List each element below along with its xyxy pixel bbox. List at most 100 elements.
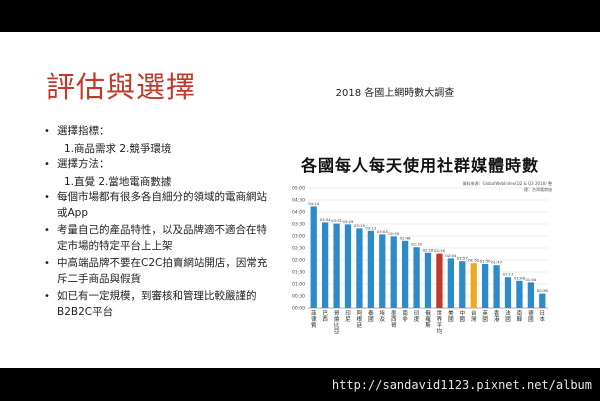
y-tick-label: 01:00 [292,282,305,288]
bullet-subitem: 1.商品需求 2.競爭環境 [64,142,172,155]
category-label-char: 律 [311,315,317,323]
bar [516,280,523,308]
data-label: 03:13 [365,225,377,230]
data-label: 02:04 [445,253,457,258]
bar [504,277,512,308]
category-label-char: 法 [505,309,511,317]
bullet-item: • 如已有一定規模，到審核和管理比較嚴謹的B2B2C平台 [44,289,276,320]
bar [367,230,374,308]
data-label: 02:32 [411,242,423,247]
category-label-char: 中 [460,309,466,317]
data-label: 03:34 [320,217,332,222]
category-label-char: 均 [437,327,443,335]
y-tick-label: 03:00 [292,234,305,240]
bullet-text: 選擇指標： [57,125,110,137]
data-label: 01:50 [480,259,492,264]
bullet-subitem: 1.直覺 2.當地電商數據 [64,175,172,188]
data-label: 01:17 [503,272,515,277]
bar [322,222,329,308]
category-label-char: 根 [357,315,363,323]
category-label-char: 泰 [368,309,374,317]
data-label: 01:47 [491,260,503,265]
category-label-char: 國 [482,316,488,323]
bullet-item: • 中高端品牌不要在C2C拍賣網站開店，因常充斥二手商品與假貨 [44,256,276,287]
category-label-char: 國 [368,316,374,323]
category-label-char: 灣 [471,315,477,323]
bullet-marker: • [44,192,50,203]
bullet-text: 選擇方法： [57,158,110,170]
data-label: 02:16 [434,248,446,253]
bullet-marker: • [44,159,50,170]
y-tick-label: 00:00 [292,306,305,312]
data-label: 01:04 [525,277,537,282]
chart-title: 各國每人每天使用社群媒體時數 [300,156,539,175]
bar [390,236,397,308]
bullet-item: • 每個市場都有很多各自細分的領域的電商網站或App [44,190,276,221]
data-label: 04:14 [308,201,320,206]
bar [310,206,317,308]
bar [356,228,363,308]
category-label-char: 廷 [357,321,363,329]
category-label-char: 台 [471,309,477,317]
category-label-char: 亞 [334,328,340,335]
slide-title: 評估與選擇 [46,70,197,104]
data-label: 00:36 [537,288,549,293]
y-tick-label: 04:30 [292,198,305,204]
bar [493,265,500,308]
category-label-char: 斯 [425,321,431,329]
data-label: 03:04 [377,229,389,234]
category-label-char: 平 [437,322,443,329]
bar [402,240,409,308]
bullet-item: • 選擇方法： [44,157,276,173]
category-label-char: 美 [448,309,454,317]
data-label: 01:57 [457,256,469,261]
bar [436,253,443,308]
category-label-char: 國 [505,316,511,323]
data-label: 01:08 [514,275,526,280]
category-label-char: 哥 [391,322,397,329]
category-label-char: 印 [414,310,420,317]
category-label-char: 印 [345,310,351,317]
data-label: 03:19 [354,223,366,228]
bullet-text: 每個市場都有很多各自細分的領域的電商網站或App [57,191,267,219]
category-label-char: 本 [540,315,546,323]
bar [447,258,454,308]
bar [344,224,352,308]
bullet-marker: • [44,291,50,302]
category-label-char: 港 [494,315,500,323]
category-label-char: 墨 [391,310,397,317]
category-label-char: 阿 [357,309,363,317]
category-label-char: 國 [460,316,466,323]
category-label-char: 國 [528,316,534,323]
category-label-char: 非 [402,315,408,323]
y-tick-label: 02:00 [292,258,305,264]
category-label-char: 巴 [322,310,328,317]
data-label: 02:59 [388,231,400,236]
bullet-list: • 選擇指標： 1.商品需求 2.競爭環境 • 選擇方法： 1.直覺 2.當地電商數據 • 每… [44,124,276,322]
y-tick-label: 05:00 [292,186,305,192]
bar [527,282,534,308]
bar [333,223,340,308]
category-label-char: 西 [391,316,397,323]
category-label-char: 南 [402,309,408,317]
chart-caption: 2018 各國上網時數大調查 [335,88,455,99]
category-label-char: 菲 [311,309,317,317]
bar [459,261,466,308]
category-label-char: 英 [482,309,488,317]
bar [424,252,432,308]
data-label: 02:18 [423,247,435,252]
chart-source: 資料來源：GlobalWebIndex(Q2 & Q3 2018) 整理：台灣電… [462,181,552,192]
category-label-char: 度 [414,315,420,323]
y-tick-label: 01:30 [292,270,305,276]
data-label: 01:52 [468,258,480,263]
slide: 評估與選擇 2018 各國上網時數大調查 • 選擇指標： 1.商品需求 2.競爭環境… [0,32,600,368]
y-tick-label: 00:30 [292,294,305,300]
y-tick-label: 02:30 [292,246,305,252]
category-label-char: 日 [540,310,546,317]
category-label-char: 比 [334,321,340,329]
category-label-char: 及 [380,316,386,323]
bar-chart: 00:00 00:30 01:00 01:30 02:00 02:30 03:00 03:30… [292,186,549,336]
bullet-marker: • [44,126,50,137]
data-label: 02:48 [400,235,412,240]
category-label-char: 香 [494,309,500,317]
